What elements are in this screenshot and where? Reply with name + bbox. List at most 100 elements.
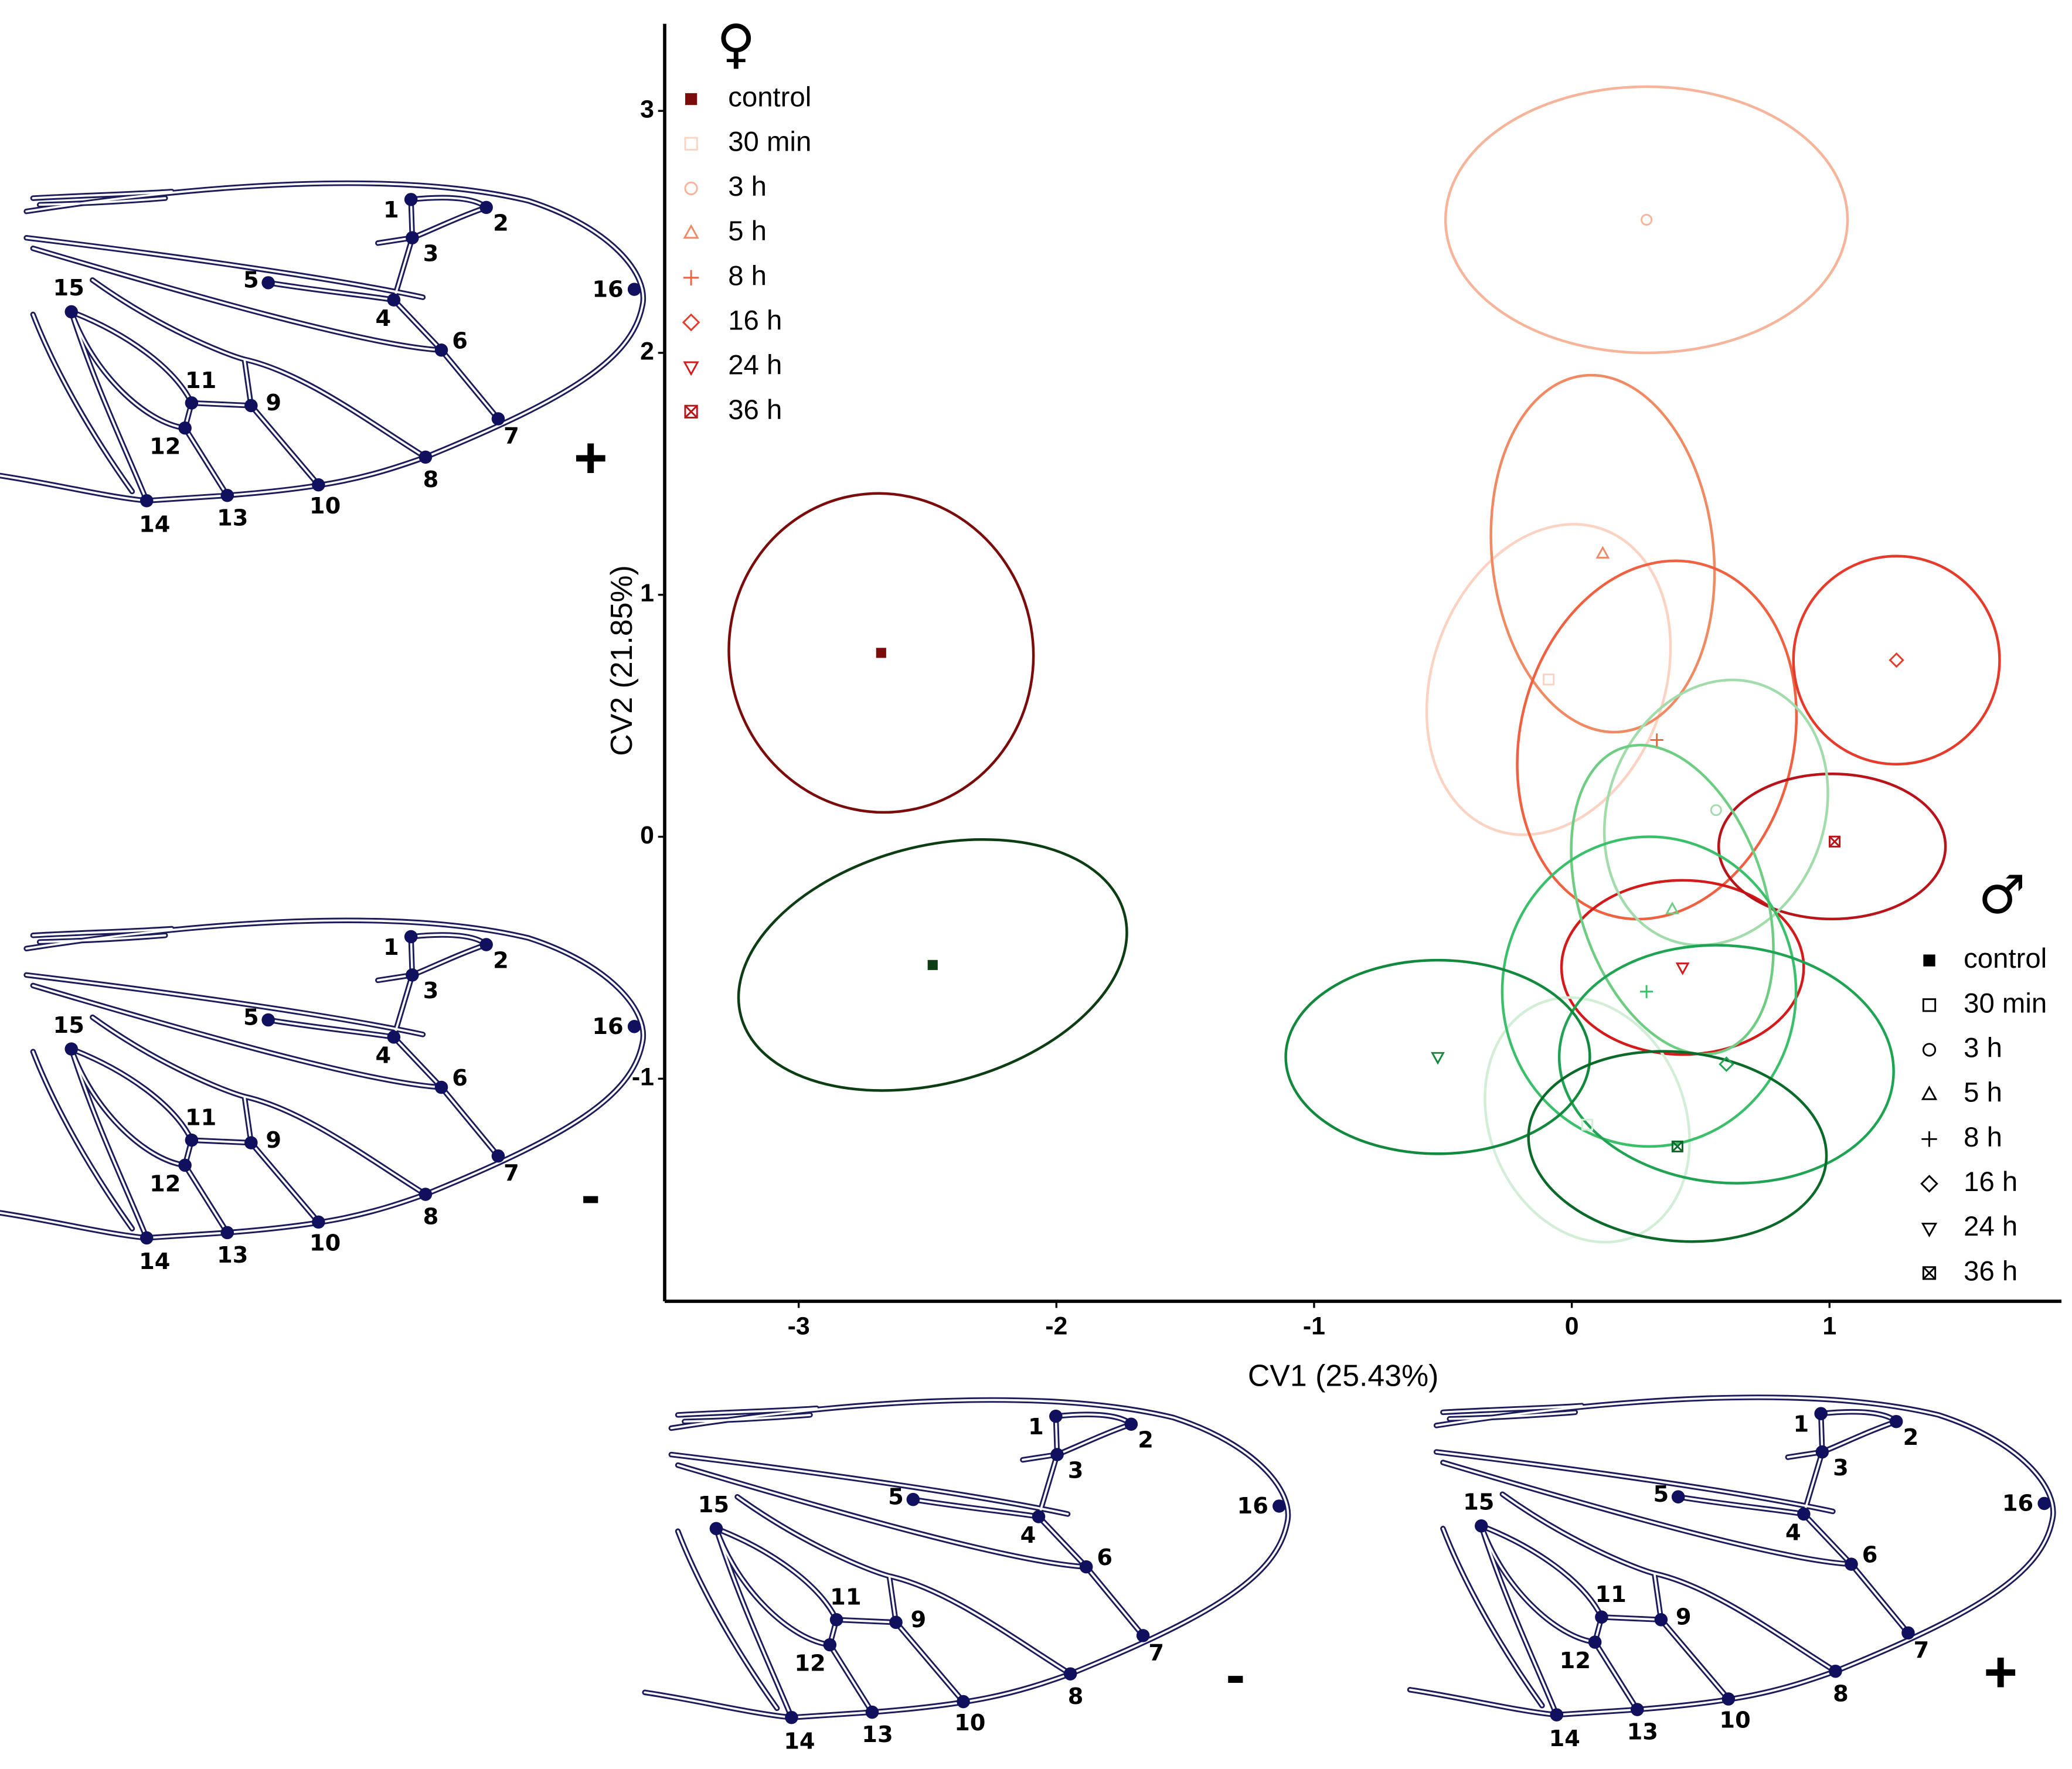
legend-label: 8 h — [728, 260, 767, 291]
landmark-label: 1 — [1793, 1411, 1809, 1437]
landmark-label: 4 — [375, 305, 391, 332]
legend-marker — [1922, 998, 1937, 1012]
legend-marker — [1921, 1223, 1938, 1237]
landmark-label: 13 — [217, 505, 248, 531]
landmark-label: 12 — [149, 434, 181, 460]
confidence-ellipse — [1516, 559, 1798, 921]
landmark-label: 15 — [1463, 1489, 1494, 1515]
landmark-label: 8 — [1068, 1683, 1084, 1710]
confidence-ellipse — [1792, 554, 2001, 766]
legend-label: 16 h — [728, 305, 782, 336]
landmark-label: 14 — [139, 512, 170, 538]
legend-label: 30 min — [1964, 988, 2047, 1019]
landmark-label: 4 — [1785, 1519, 1801, 1546]
landmark-label: 5 — [1653, 1481, 1669, 1508]
legend-marker — [684, 137, 698, 151]
legend-label: control — [728, 82, 811, 113]
x-tick-label: -3 — [788, 1312, 810, 1341]
x-axis-title: CV1 (25.43%) — [1248, 1359, 1439, 1393]
marker-shape — [1923, 1266, 1936, 1280]
marker-shape — [1641, 213, 1653, 226]
marker — [1543, 673, 1555, 686]
legend-title: ♂ — [1978, 865, 2026, 926]
legend-label: 24 h — [728, 350, 782, 381]
x-tick-label: 0 — [1565, 1312, 1579, 1341]
confidence-ellipse — [1284, 958, 1591, 1155]
marker-shape — [1921, 1223, 1938, 1237]
marker — [1650, 733, 1663, 747]
marker-shape — [1581, 1118, 1594, 1131]
landmark-label: 3 — [1833, 1455, 1849, 1481]
marker — [1431, 1052, 1445, 1065]
landmark-label: 13 — [862, 1722, 893, 1748]
legend-marker — [1922, 1043, 1937, 1057]
landmark-label: 3 — [423, 978, 439, 1004]
legend-label: 3 h — [728, 171, 767, 202]
marker-shape — [1923, 954, 1935, 967]
marker-shape — [1920, 1175, 1938, 1193]
marker — [876, 648, 886, 658]
legend-label: 5 h — [1964, 1077, 2002, 1108]
landmark-label: 12 — [794, 1650, 825, 1676]
marker-shape — [1829, 836, 1840, 848]
marker-shape — [1889, 652, 1904, 668]
wing-sign: + — [1983, 1639, 2017, 1705]
landmark-label: 16 — [592, 1013, 623, 1040]
wing-sign: - — [581, 1163, 600, 1228]
landmark-label: 14 — [784, 1728, 815, 1754]
landmark-label: 4 — [375, 1043, 391, 1069]
wing-drawing — [0, 920, 643, 1244]
marker-shape — [1650, 733, 1663, 747]
marker-shape — [1922, 1043, 1937, 1057]
wing-drawing — [1410, 1397, 2053, 1722]
landmark-label: 13 — [217, 1242, 248, 1268]
legend-label: control — [1964, 943, 2047, 974]
landmark-label: 6 — [1097, 1545, 1112, 1571]
marker-shape — [683, 224, 699, 239]
y-tick-label: 1 — [640, 579, 654, 607]
landmark-label: 10 — [1719, 1707, 1750, 1733]
landmark-label: 9 — [266, 390, 281, 416]
marker — [1719, 1056, 1734, 1072]
landmark-label: 5 — [888, 1484, 904, 1510]
marker-shape — [1595, 546, 1610, 559]
marker-shape — [1922, 1266, 1937, 1280]
landmark-label: 11 — [830, 1584, 861, 1611]
marker — [1710, 804, 1722, 817]
legend-marker — [682, 313, 700, 332]
marker — [1829, 835, 1841, 848]
marker-shape — [1543, 673, 1555, 686]
marker-shape — [1671, 1140, 1683, 1152]
legend-label: 8 h — [1964, 1122, 2002, 1153]
marker-shape — [1921, 1085, 1938, 1100]
landmark-label: 5 — [243, 1004, 259, 1030]
marker-shape — [684, 181, 698, 196]
landmark-label: 2 — [493, 210, 509, 237]
confidence-ellipse — [727, 492, 1035, 814]
legend-marker — [683, 361, 699, 376]
landmark-label: 10 — [309, 493, 341, 519]
wing-sign: + — [574, 426, 608, 491]
confidence-ellipse — [1717, 772, 1947, 921]
landmark-label: 6 — [452, 328, 468, 354]
landmark-label: 13 — [1627, 1719, 1658, 1746]
marker-shape — [1431, 1052, 1445, 1065]
landmark-label: 5 — [243, 267, 259, 294]
marker — [1889, 652, 1904, 668]
landmark-label: 10 — [954, 1710, 985, 1736]
landmark-label: 14 — [1549, 1726, 1580, 1752]
x-tick-label: -1 — [1303, 1312, 1325, 1341]
legend-marker — [1922, 1266, 1937, 1280]
landmark-label: 11 — [185, 368, 216, 394]
legend-marker — [1920, 1175, 1938, 1193]
landmark-label: 12 — [1560, 1648, 1591, 1674]
landmark-label: 8 — [1833, 1680, 1849, 1707]
landmark-label: 4 — [1020, 1522, 1036, 1549]
landmark-label: 9 — [911, 1607, 927, 1633]
legend-label: 36 h — [1964, 1256, 2017, 1287]
confidence-ellipse — [1570, 743, 1775, 1056]
